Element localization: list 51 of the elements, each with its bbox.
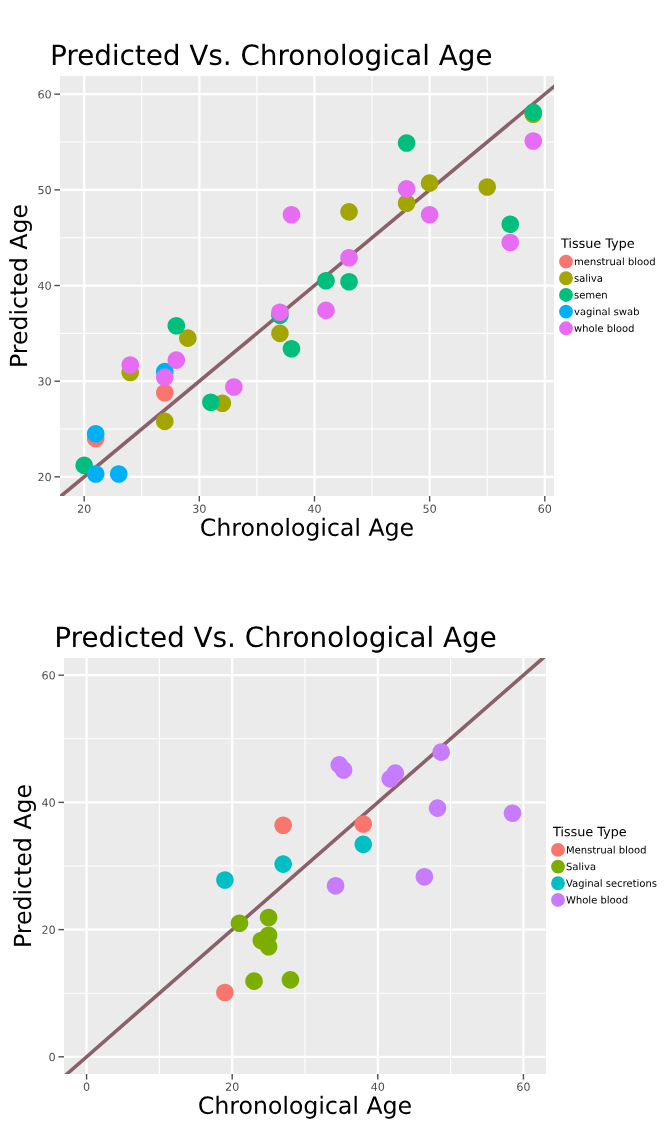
point	[86, 425, 105, 443]
point	[230, 914, 249, 933]
point	[501, 233, 520, 252]
point	[397, 180, 416, 198]
chart-title: Predicted Vs. Chronological Age	[57, 625, 496, 653]
point	[501, 215, 520, 234]
chart-title: Predicted Vs. Chronological Age	[52, 43, 492, 71]
point	[259, 908, 278, 927]
point	[216, 871, 234, 889]
point	[202, 393, 220, 412]
point	[503, 804, 522, 822]
x-axis-title: Chronological Age	[201, 517, 413, 541]
point	[317, 271, 335, 290]
point	[354, 835, 373, 854]
point	[282, 339, 301, 358]
point	[317, 301, 335, 320]
point	[179, 329, 197, 347]
point	[420, 205, 439, 224]
point	[156, 368, 174, 387]
point	[274, 855, 292, 873]
point	[156, 383, 174, 402]
point	[167, 316, 186, 335]
point	[216, 983, 234, 1002]
point	[281, 971, 300, 989]
point	[167, 351, 186, 369]
y-axis-title: Predicted Age	[9, 205, 32, 366]
point	[326, 876, 345, 895]
point	[420, 174, 439, 192]
point	[282, 205, 301, 224]
point	[340, 272, 358, 291]
point	[432, 743, 450, 761]
point	[334, 761, 353, 779]
point	[271, 324, 289, 343]
point	[109, 465, 128, 483]
point	[428, 799, 447, 817]
point	[225, 378, 243, 396]
point	[386, 764, 405, 782]
point	[121, 356, 140, 374]
point	[524, 132, 543, 150]
point	[354, 815, 373, 833]
point	[397, 134, 416, 152]
point	[86, 465, 105, 483]
point	[478, 178, 496, 196]
point	[415, 868, 434, 886]
point	[340, 248, 358, 267]
point	[274, 816, 292, 835]
point	[340, 203, 358, 221]
y-axis-title: Predicted Age	[13, 785, 36, 946]
point	[156, 412, 174, 431]
x-axis-title: Chronological Age	[199, 1095, 411, 1119]
point	[245, 972, 263, 990]
